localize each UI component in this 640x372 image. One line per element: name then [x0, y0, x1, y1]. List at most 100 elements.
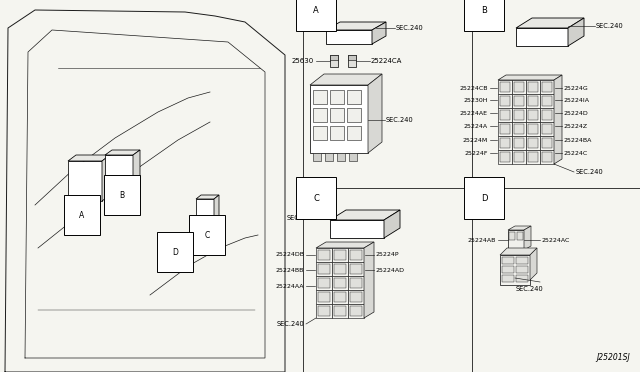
- Text: SEC.240: SEC.240: [286, 215, 314, 221]
- Text: 25224CB: 25224CB: [460, 86, 488, 90]
- Bar: [500, 255, 530, 285]
- Bar: [313, 90, 327, 104]
- Text: D: D: [481, 193, 487, 202]
- Bar: [502, 266, 514, 273]
- Bar: [512, 122, 526, 136]
- Bar: [318, 250, 330, 260]
- Text: SEC.240: SEC.240: [576, 169, 604, 175]
- Bar: [350, 278, 362, 288]
- Bar: [330, 126, 344, 140]
- Text: B: B: [481, 6, 487, 15]
- Bar: [334, 264, 346, 274]
- Text: A: A: [79, 211, 84, 219]
- Text: A: A: [313, 6, 319, 15]
- Bar: [350, 306, 362, 316]
- Bar: [318, 278, 330, 288]
- Bar: [500, 124, 510, 134]
- Text: 25224BA: 25224BA: [564, 138, 593, 142]
- Polygon shape: [330, 210, 400, 220]
- Text: 25630: 25630: [292, 58, 314, 64]
- Bar: [514, 138, 524, 148]
- Text: C: C: [313, 193, 319, 202]
- Circle shape: [180, 257, 190, 267]
- Bar: [498, 122, 512, 136]
- Bar: [514, 124, 524, 134]
- Text: J25201SJ: J25201SJ: [596, 353, 630, 362]
- Bar: [542, 124, 552, 134]
- Bar: [330, 55, 338, 67]
- Bar: [528, 124, 538, 134]
- Polygon shape: [133, 150, 140, 193]
- Text: 25224AB: 25224AB: [468, 237, 496, 243]
- Bar: [516, 266, 528, 273]
- Bar: [514, 110, 524, 120]
- Bar: [498, 80, 512, 94]
- Bar: [318, 306, 330, 316]
- Text: SEC.240: SEC.240: [516, 286, 544, 292]
- Polygon shape: [530, 248, 537, 280]
- Text: 25224AD: 25224AD: [376, 267, 405, 273]
- Polygon shape: [330, 220, 384, 238]
- Text: 25224A: 25224A: [464, 124, 488, 128]
- Text: 25224P: 25224P: [376, 253, 399, 257]
- Text: 25224CA: 25224CA: [371, 58, 403, 64]
- Text: 25224AA: 25224AA: [275, 283, 304, 289]
- Bar: [318, 292, 330, 302]
- Bar: [502, 275, 514, 282]
- Bar: [509, 232, 515, 240]
- Bar: [334, 292, 346, 302]
- Bar: [542, 82, 552, 92]
- Bar: [540, 122, 554, 136]
- Polygon shape: [500, 248, 537, 255]
- Polygon shape: [568, 18, 584, 46]
- Bar: [330, 55, 338, 60]
- Bar: [498, 108, 512, 122]
- Polygon shape: [196, 199, 214, 221]
- Bar: [316, 276, 332, 290]
- Bar: [500, 152, 510, 162]
- Bar: [542, 96, 552, 106]
- Bar: [540, 80, 554, 94]
- Bar: [349, 153, 357, 161]
- Bar: [348, 262, 364, 276]
- Bar: [528, 110, 538, 120]
- Bar: [318, 264, 330, 274]
- Polygon shape: [368, 74, 382, 153]
- Polygon shape: [516, 28, 568, 46]
- Bar: [206, 219, 213, 224]
- Text: 25224Z: 25224Z: [564, 124, 588, 128]
- Bar: [526, 80, 540, 94]
- Polygon shape: [554, 75, 562, 164]
- Bar: [498, 136, 512, 150]
- Bar: [508, 230, 524, 250]
- Bar: [540, 94, 554, 108]
- Bar: [119, 190, 129, 196]
- Bar: [514, 96, 524, 106]
- Polygon shape: [524, 226, 531, 250]
- Polygon shape: [102, 155, 110, 201]
- Bar: [528, 138, 538, 148]
- Bar: [332, 262, 348, 276]
- Bar: [540, 150, 554, 164]
- Bar: [500, 96, 510, 106]
- Bar: [107, 190, 117, 196]
- Polygon shape: [316, 242, 374, 248]
- Text: 25224D: 25224D: [564, 110, 589, 115]
- Polygon shape: [364, 242, 374, 318]
- Bar: [348, 55, 356, 60]
- Bar: [332, 304, 348, 318]
- Bar: [350, 292, 362, 302]
- Circle shape: [182, 259, 188, 265]
- Text: D: D: [172, 247, 178, 257]
- Text: 25224AE: 25224AE: [460, 110, 488, 115]
- Bar: [516, 275, 528, 282]
- Bar: [500, 82, 510, 92]
- Polygon shape: [384, 210, 400, 238]
- Bar: [348, 290, 364, 304]
- Bar: [332, 276, 348, 290]
- Bar: [542, 138, 552, 148]
- Polygon shape: [516, 18, 584, 28]
- Polygon shape: [68, 161, 102, 201]
- Bar: [347, 90, 361, 104]
- Bar: [348, 55, 356, 67]
